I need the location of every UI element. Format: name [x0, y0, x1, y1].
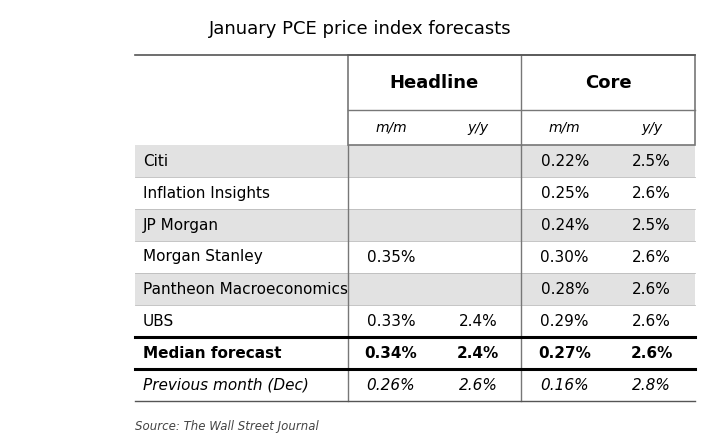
- Text: 0.29%: 0.29%: [541, 314, 589, 329]
- Text: 0.25%: 0.25%: [541, 186, 589, 201]
- Text: 2.6%: 2.6%: [632, 281, 671, 296]
- Text: y/y: y/y: [641, 120, 662, 135]
- Text: 2.4%: 2.4%: [457, 346, 499, 361]
- Text: UBS: UBS: [143, 314, 174, 329]
- Text: Pantheon Macroeconomics: Pantheon Macroeconomics: [143, 281, 348, 296]
- Bar: [135, 305, 695, 337]
- Text: Inflation Insights: Inflation Insights: [143, 186, 270, 201]
- Bar: [135, 241, 695, 273]
- Text: January PCE price index forecasts: January PCE price index forecasts: [209, 20, 512, 38]
- Text: Source: The Wall Street Journal: Source: The Wall Street Journal: [135, 420, 319, 433]
- Bar: [135, 273, 695, 305]
- Text: JP Morgan: JP Morgan: [143, 218, 219, 233]
- Bar: [348, 55, 695, 145]
- Bar: [135, 337, 695, 369]
- Text: Previous month (Dec): Previous month (Dec): [143, 377, 309, 392]
- Bar: [348, 55, 695, 145]
- Bar: [135, 177, 695, 209]
- Text: Citi: Citi: [143, 154, 168, 168]
- Text: y/y: y/y: [467, 120, 488, 135]
- Text: m/m: m/m: [549, 120, 580, 135]
- Bar: [135, 369, 695, 401]
- Text: 0.35%: 0.35%: [367, 249, 415, 264]
- Bar: [135, 209, 695, 241]
- Text: 2.4%: 2.4%: [459, 314, 497, 329]
- Text: 0.22%: 0.22%: [541, 154, 589, 168]
- Text: 2.6%: 2.6%: [459, 377, 497, 392]
- Bar: [135, 145, 695, 177]
- Text: 0.34%: 0.34%: [365, 346, 417, 361]
- Text: 0.28%: 0.28%: [541, 281, 589, 296]
- Text: Headline: Headline: [390, 74, 479, 92]
- Text: Morgan Stanley: Morgan Stanley: [143, 249, 262, 264]
- Text: 0.33%: 0.33%: [367, 314, 415, 329]
- Text: 0.26%: 0.26%: [367, 377, 415, 392]
- Text: 0.24%: 0.24%: [541, 218, 589, 233]
- Text: 2.5%: 2.5%: [632, 154, 671, 168]
- Text: m/m: m/m: [375, 120, 407, 135]
- Text: Median forecast: Median forecast: [143, 346, 281, 361]
- Text: 2.6%: 2.6%: [632, 186, 671, 201]
- Text: 2.5%: 2.5%: [632, 218, 671, 233]
- Text: 0.16%: 0.16%: [541, 377, 589, 392]
- Text: 2.6%: 2.6%: [632, 314, 671, 329]
- Text: 2.6%: 2.6%: [630, 346, 673, 361]
- Text: Core: Core: [585, 74, 632, 92]
- Text: 0.27%: 0.27%: [539, 346, 591, 361]
- Text: 0.30%: 0.30%: [541, 249, 589, 264]
- Text: 2.8%: 2.8%: [632, 377, 671, 392]
- Bar: [135, 145, 695, 177]
- Text: 2.6%: 2.6%: [632, 249, 671, 264]
